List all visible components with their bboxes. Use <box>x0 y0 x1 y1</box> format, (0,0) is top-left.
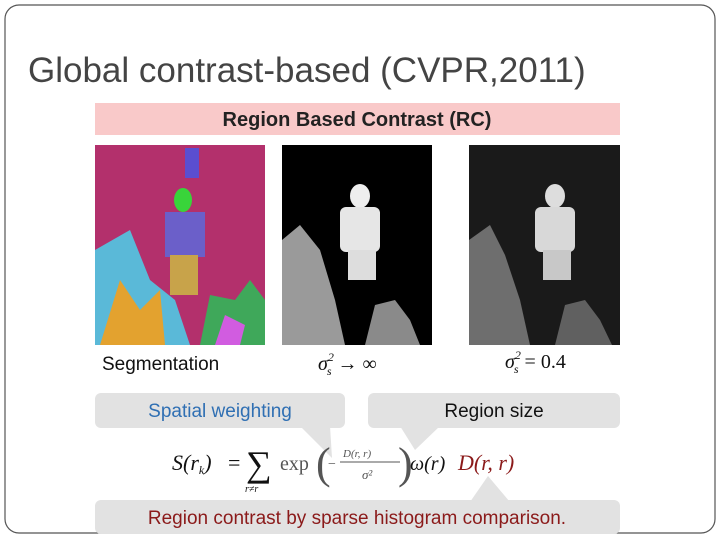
banner-text: Region Based Contrast (RC) <box>223 109 492 131</box>
svg-text:): ) <box>398 439 413 488</box>
caption: σ2 s → ∞ <box>318 350 377 378</box>
caption: σ2 s = 0.4 <box>505 348 566 376</box>
sup: 2 <box>328 350 334 364</box>
callout-text: Spatial weighting <box>148 401 292 422</box>
formula-part: ) <box>202 450 211 475</box>
formula-part: S(r <box>172 450 199 475</box>
symbol: σ <box>505 351 516 373</box>
sub: s <box>514 362 519 376</box>
svg-text:(: ( <box>316 439 331 488</box>
sup: 2 <box>515 348 521 362</box>
svg-text:S(rk): S(rk) <box>172 450 212 477</box>
formula-part: D(r, r) <box>342 448 371 460</box>
formula-part: σ² <box>362 467 373 482</box>
saliency-image-0-4 <box>469 145 620 345</box>
banner <box>95 103 620 135</box>
callout-text: Region size <box>444 401 543 422</box>
formula-part: ω(r) <box>410 453 446 475</box>
formula: S(rk) = ∑ r≠r exp ( − D(r, r) σ² ) ω(r) … <box>172 439 514 495</box>
formula-part: k <box>199 463 205 477</box>
formula-part: D(r, r) <box>457 450 514 475</box>
segmentation-image <box>95 145 265 345</box>
formula-part: ∑ <box>246 444 272 484</box>
callout-shapes <box>95 393 620 534</box>
formula-part: exp <box>280 453 309 475</box>
formula-part: r≠r <box>245 484 258 495</box>
sub: s <box>327 364 332 378</box>
caption-text: = 0.4 <box>525 351 566 373</box>
slide-title: Global contrast-based (CVPR,2011) <box>28 51 586 90</box>
callout-text: Region contrast by sparse histogram comp… <box>148 508 566 529</box>
caption: Segmentation <box>102 354 219 375</box>
caption-text: → ∞ <box>338 353 377 375</box>
svg-text:−: − <box>328 457 336 472</box>
symbol: σ <box>318 353 329 375</box>
formula-part: = <box>228 450 240 475</box>
saliency-image-infinite <box>282 145 432 345</box>
